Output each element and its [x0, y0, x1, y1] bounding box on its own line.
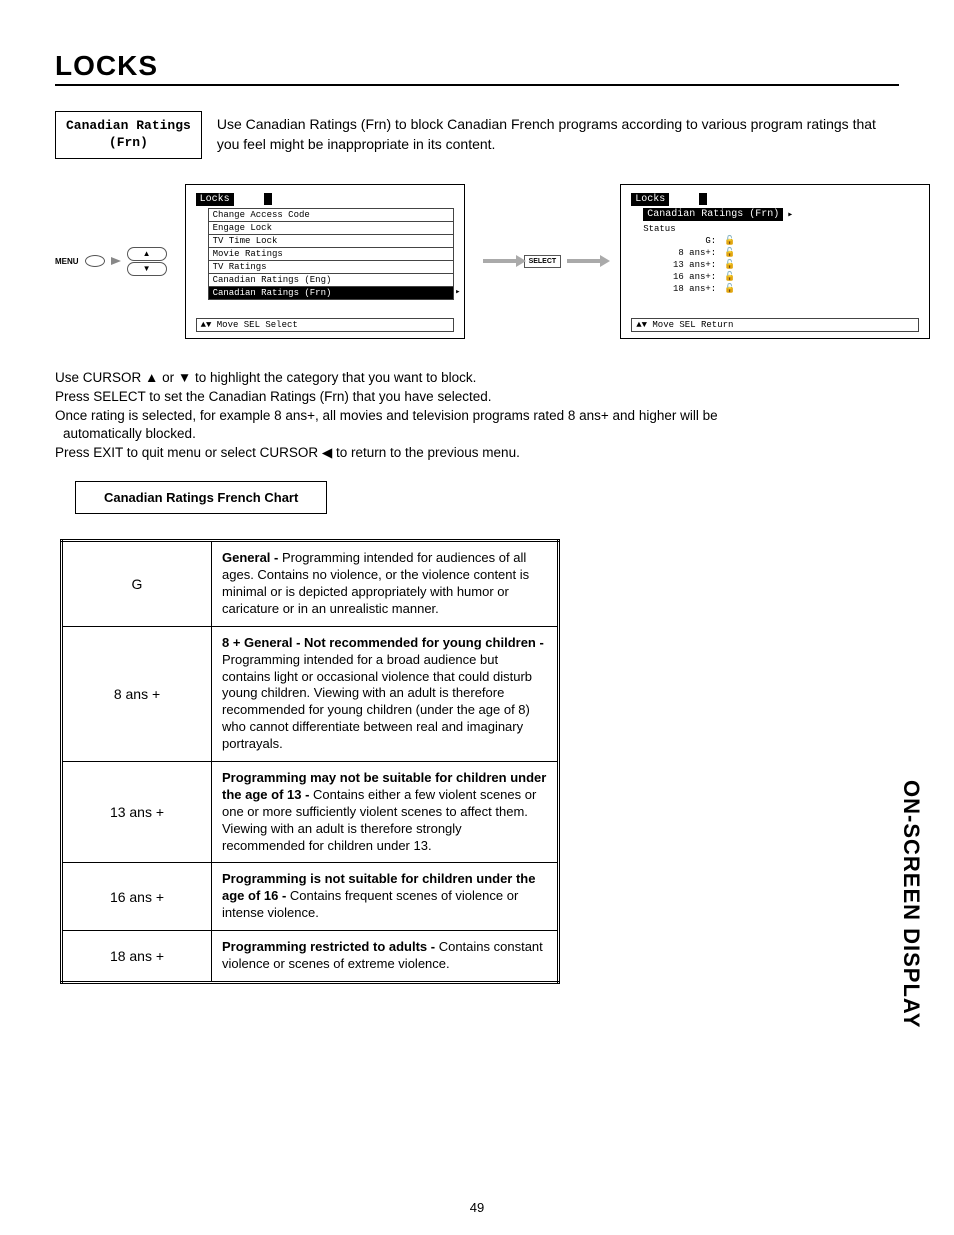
page-number: 49 — [0, 1200, 954, 1215]
menu-button-icon — [85, 255, 105, 267]
header-box: Canadian Ratings (Frn) — [55, 111, 202, 159]
rating-code-cell: 8 ans + — [62, 626, 212, 761]
locks-menu-panel: Locks Change Access Code Engage Lock TV … — [185, 184, 465, 339]
title-marker-icon — [699, 193, 707, 205]
menu-label: MENU — [55, 257, 79, 266]
menu-item: TV Time Lock — [208, 235, 454, 248]
rating-desc-cell: Programming may not be suitable for chil… — [212, 762, 559, 863]
instruction-line: Once rating is selected, for example 8 a… — [55, 407, 899, 426]
table-row: 18 ans +Programming restricted to adults… — [62, 931, 559, 983]
status-row: 16 ans+: 🔓 — [631, 271, 919, 283]
status-row-label: 18 ans+: — [661, 284, 716, 294]
nav-pad-icon: ▲ ▼ — [127, 247, 167, 276]
unlock-icon: 🔓 — [724, 260, 735, 270]
status-panel: Locks Canadian Ratings (Frn) Status G:🔓 … — [620, 184, 930, 339]
chart-label-box: Canadian Ratings French Chart — [75, 481, 327, 514]
nav-down-icon: ▼ — [127, 262, 167, 276]
status-row: 13 ans+: 🔓 — [631, 259, 919, 271]
unlock-icon: 🔓 — [724, 284, 735, 294]
status-row-label: 8 ans+: — [661, 248, 716, 258]
table-row: 13 ans +Programming may not be suitable … — [62, 762, 559, 863]
nav-up-icon: ▲ — [127, 247, 167, 261]
menu-item-selected: Canadian Ratings (Frn) — [208, 287, 454, 300]
status-row: 18 ans+: 🔓 — [631, 283, 919, 295]
page-title: LOCKS — [55, 50, 899, 86]
rating-desc-cell: 8 + General - Not recommended for young … — [212, 626, 559, 761]
status-row-label: 13 ans+: — [661, 260, 716, 270]
ratings-table: GGeneral - Programming intended for audi… — [60, 539, 560, 984]
status-panel-footer: ▲▼ Move SEL Return — [631, 318, 919, 332]
arrow-right-icon — [111, 257, 121, 265]
menu-remote-group: MENU ▲ ▼ — [55, 247, 167, 276]
table-row: 8 ans +8 + General - Not recommended for… — [62, 626, 559, 761]
instruction-line: Use CURSOR ▲ or ▼ to highlight the categ… — [55, 369, 899, 388]
status-row-label: G: — [661, 236, 716, 246]
header-row: Canadian Ratings (Frn) Use Canadian Rati… — [55, 111, 899, 159]
rating-code-cell: G — [62, 541, 212, 627]
rating-code-cell: 13 ans + — [62, 762, 212, 863]
side-section-label: ON-SCREEN DISPLAY — [898, 780, 924, 1028]
status-row: 8 ans+: 🔓 — [631, 247, 919, 259]
select-remote-group: SELECT — [483, 255, 603, 268]
status-row: G: 🔓 — [631, 235, 919, 247]
header-description: Use Canadian Ratings (Frn) to block Cana… — [217, 111, 899, 154]
select-button-icon: SELECT — [524, 255, 562, 268]
menu-item: TV Ratings — [208, 261, 454, 274]
status-row-label: 16 ans+: — [661, 272, 716, 282]
locks-panel-footer: ▲▼ Move SEL Select — [196, 318, 454, 332]
locks-panel-title: Locks — [196, 193, 234, 206]
title-marker-icon — [264, 193, 272, 205]
locks-menu-list: Change Access Code Engage Lock TV Time L… — [208, 208, 454, 300]
unlock-icon: 🔓 — [724, 248, 735, 258]
unlock-icon: 🔓 — [724, 236, 735, 246]
menu-item: Canadian Ratings (Eng) — [208, 274, 454, 287]
arrow-long-icon — [567, 259, 602, 263]
screens-row: MENU ▲ ▼ Locks Change Access Code Engage… — [55, 184, 899, 339]
unlock-icon: 🔓 — [724, 272, 735, 282]
menu-item: Change Access Code — [208, 208, 454, 222]
table-row: 16 ans +Programming is not suitable for … — [62, 863, 559, 931]
rating-code-cell: 18 ans + — [62, 931, 212, 983]
status-panel-subtitle: Canadian Ratings (Frn) — [643, 208, 783, 221]
menu-item: Movie Ratings — [208, 248, 454, 261]
instructions-block: Use CURSOR ▲ or ▼ to highlight the categ… — [55, 369, 899, 463]
rating-desc-cell: General - Programming intended for audie… — [212, 541, 559, 627]
arrow-long-icon — [483, 259, 518, 263]
instruction-line: Press SELECT to set the Canadian Ratings… — [55, 388, 899, 407]
instruction-line: automatically blocked. — [55, 425, 899, 444]
table-row: GGeneral - Programming intended for audi… — [62, 541, 559, 627]
rating-desc-cell: Programming is not suitable for children… — [212, 863, 559, 931]
rating-code-cell: 16 ans + — [62, 863, 212, 931]
rating-desc-cell: Programming restricted to adults - Conta… — [212, 931, 559, 983]
status-label: Status — [631, 223, 919, 235]
menu-item: Engage Lock — [208, 222, 454, 235]
status-panel-title: Locks — [631, 193, 669, 206]
instruction-line: Press EXIT to quit menu or select CURSOR… — [55, 444, 899, 463]
